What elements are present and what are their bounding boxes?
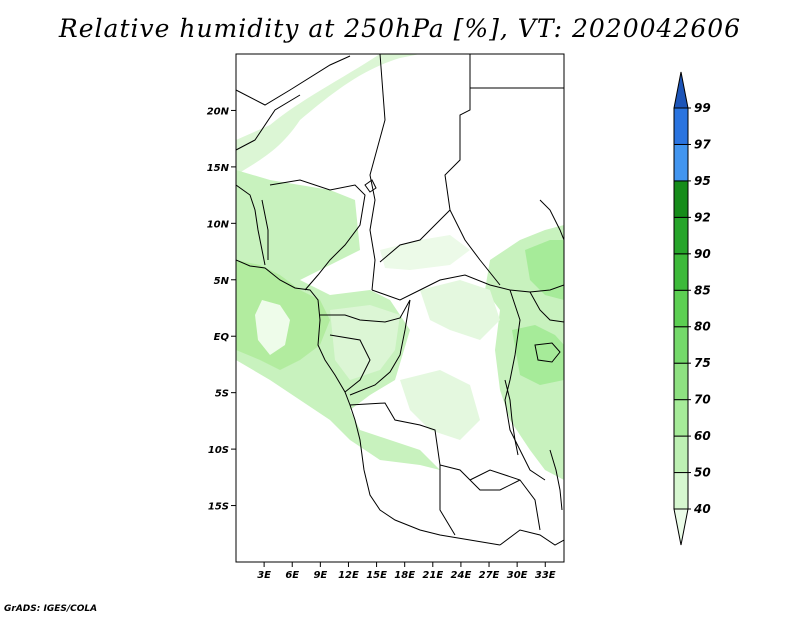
colorbar-label: 90 [694, 247, 711, 261]
colorbar-label: 85 [694, 283, 711, 297]
lat-tick-label: 5S [215, 389, 229, 400]
grads-credit: GrADS: IGES/COLA [4, 604, 98, 614]
border-nigeria [269, 179, 366, 291]
map-panel [235, 53, 565, 563]
lon-tick-label: 12E [338, 570, 359, 581]
humidity-50-east [525, 240, 564, 300]
lon-tick-label: 21E [422, 570, 443, 581]
border-drc-east [504, 289, 546, 481]
map-frame [235, 53, 565, 563]
lat-tick-label: 10N [207, 219, 230, 230]
lat-tick-label: 15S [208, 502, 229, 513]
colorbar-label: 99 [694, 101, 711, 115]
lake-chad [364, 179, 377, 193]
lon-tick-label: 24E [451, 570, 472, 581]
lon-tick-label: 30E [507, 570, 528, 581]
colorbar-swatch [673, 216, 689, 255]
colorbar-label: 92 [694, 210, 711, 224]
colorbar-swatch [673, 399, 689, 437]
border-niger-chad [369, 54, 386, 291]
colorbar-upper-extension [673, 71, 689, 109]
lake-tanganyika [504, 379, 519, 456]
lon-tick-label: 3E [257, 570, 271, 581]
colorbar-label: 75 [694, 356, 711, 370]
lon-tick-label: 27E [479, 570, 500, 581]
lon-tick-label: 9E [313, 570, 327, 581]
humidity-40-central [330, 305, 400, 380]
border-horn [539, 199, 564, 241]
border-sahel-1 [236, 94, 301, 151]
colorbar-swatch [673, 472, 689, 510]
border-ghana [261, 199, 269, 260]
longitude-axis: 3E 6E 9E 12E 15E 18E 21E 24E 27E 30E 33E [257, 562, 556, 581]
humidity-shading [236, 54, 564, 480]
humidity-60-west-core [255, 300, 290, 355]
colorbar: 40 50 60 70 75 80 85 90 92 95 97 99 [673, 71, 711, 546]
map-title: Relative humidity at 250hPa [%], VT: 202… [58, 14, 742, 43]
humidity-50-east-lakes [512, 325, 564, 385]
lon-tick-label: 18E [394, 570, 415, 581]
humidity-40-band-north [236, 54, 420, 175]
border-congo-drc [349, 299, 411, 396]
border-mozambique [499, 529, 564, 546]
lake-victoria [534, 342, 561, 363]
border-libya-sudan [444, 54, 501, 286]
border-cameroon-congo [320, 299, 411, 323]
country-borders [236, 54, 564, 546]
lon-tick-label: 15E [366, 570, 387, 581]
border-gabon-congo [329, 334, 371, 393]
colorbar-label: 80 [694, 320, 711, 334]
colorbar-swatch [673, 435, 689, 474]
border-zambia [469, 469, 541, 531]
humidity-40-sudan [380, 235, 470, 270]
latitude-axis: 20N 15N 10N 5N EQ 5S 10S 15S [207, 106, 236, 513]
colorbar-swatch [673, 326, 689, 364]
border-northwest [236, 55, 351, 106]
colorbar-swatch [673, 143, 689, 182]
lon-tick-label: 33E [535, 570, 556, 581]
lat-tick-label: 10S [208, 445, 229, 456]
humidity-40-congo-basin [420, 280, 500, 340]
colorbar-lower-extension [673, 508, 689, 546]
colorbar-swatch [673, 289, 689, 328]
colorbar-swatch [673, 253, 689, 291]
colorbar-label: 60 [694, 429, 711, 443]
lat-tick-label: 20N [207, 106, 230, 117]
colorbar-label: 70 [694, 393, 711, 407]
colorbar-swatch [673, 180, 689, 218]
lon-tick-label: 6E [285, 570, 299, 581]
coastline-west-africa [236, 259, 365, 471]
colorbar-swatch [673, 107, 689, 145]
border-angola-south [363, 469, 501, 546]
border-central-africa [371, 274, 564, 301]
colorbar-label: 95 [694, 174, 711, 188]
lake-malawi [549, 449, 563, 511]
colorbar-label: 97 [694, 137, 711, 151]
border-east-africa [529, 291, 564, 323]
humidity-40-south [400, 370, 480, 440]
border-angola-zambia [439, 465, 456, 536]
lat-tick-label: EQ [214, 332, 230, 343]
lat-tick-label: 5N [214, 276, 230, 287]
colorbar-label: 40 [693, 502, 711, 516]
colorbar-swatch [673, 362, 689, 401]
border-chad-sudan [379, 209, 451, 263]
colorbar-label: 50 [694, 466, 711, 480]
border-guinea [236, 184, 266, 266]
lat-tick-label: 15N [207, 163, 230, 174]
